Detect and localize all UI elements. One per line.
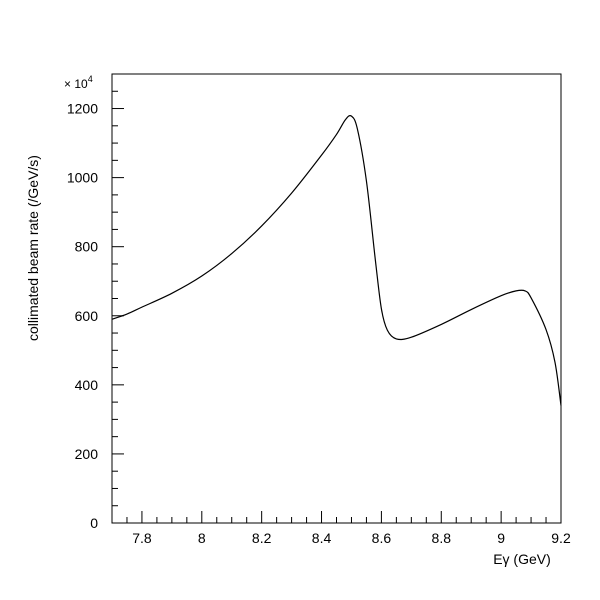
y-axis: 0 200 400 600 800 1000 1200 (67, 73, 124, 531)
y-axis-title: collimated beam rate (/GeV/s) (25, 155, 41, 341)
series-line-0 (111, 114, 562, 406)
x-tick-label: 8.8 (432, 530, 452, 546)
y-tick-label: 1200 (67, 101, 98, 117)
x-tick-label: 7.8 (132, 530, 152, 546)
x-tick-label: 8.6 (372, 530, 392, 546)
y-tick-label: 200 (75, 446, 99, 462)
x-tick-label: 9.2 (551, 530, 571, 546)
y-axis-multiplier: × 104 (64, 74, 93, 91)
x-tick-label: 9 (497, 530, 505, 546)
y-tick-label: 600 (75, 308, 99, 324)
x-tick-label: 8 (198, 530, 206, 546)
x-tick-label: 8.4 (312, 530, 332, 546)
x-tick-label: 8.2 (252, 530, 272, 546)
y-tick-label: 400 (75, 377, 99, 393)
x-axis: 7.8 8 8.2 8.4 8.6 8.8 9 9.2 (111, 511, 571, 546)
series-layer (111, 114, 562, 406)
y-tick-label: 800 (75, 239, 99, 255)
y-tick-label: 0 (90, 515, 98, 531)
y-tick-label: 1000 (67, 170, 98, 186)
x-axis-title: Eγ (GeV) (493, 551, 551, 567)
